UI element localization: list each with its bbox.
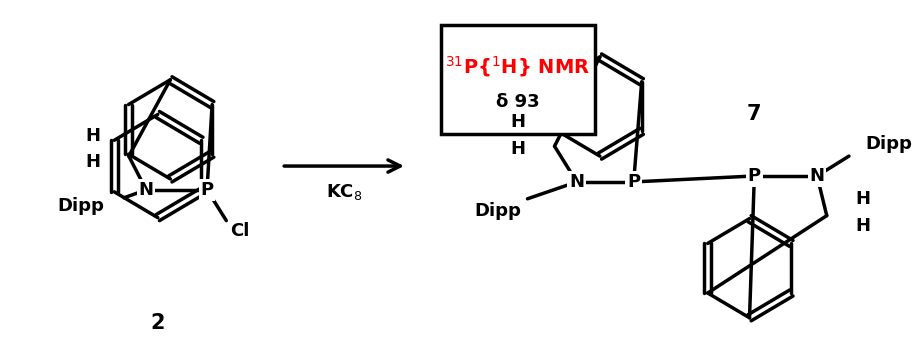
- Text: P: P: [627, 173, 640, 191]
- Text: KC$_8$: KC$_8$: [326, 182, 363, 202]
- Text: 2: 2: [151, 313, 165, 333]
- Text: Cl: Cl: [230, 222, 250, 239]
- Text: H: H: [510, 114, 525, 131]
- Text: Dipp: Dipp: [475, 202, 521, 220]
- Text: δ 93: δ 93: [496, 93, 540, 110]
- Text: N: N: [810, 167, 824, 185]
- Text: $^{31}$P{$^{1}$H} NMR: $^{31}$P{$^{1}$H} NMR: [445, 54, 590, 79]
- Text: P: P: [200, 181, 214, 199]
- Text: H: H: [85, 153, 101, 171]
- Text: P: P: [748, 167, 761, 185]
- Text: Dipp: Dipp: [58, 197, 105, 215]
- Text: H: H: [85, 153, 101, 171]
- Text: P: P: [627, 173, 640, 191]
- Text: H: H: [855, 190, 870, 208]
- Text: P: P: [748, 167, 761, 185]
- Text: H: H: [85, 127, 101, 145]
- Text: H: H: [510, 114, 525, 131]
- Text: 7: 7: [747, 105, 762, 125]
- Text: H: H: [855, 217, 870, 235]
- Text: Dipp: Dipp: [58, 197, 105, 215]
- Text: H: H: [510, 140, 525, 158]
- Text: H: H: [85, 127, 101, 145]
- Text: N: N: [139, 181, 153, 199]
- Text: H: H: [510, 140, 525, 158]
- Text: H: H: [855, 217, 870, 235]
- Text: Dipp: Dipp: [475, 202, 521, 220]
- Text: Dipp: Dipp: [866, 135, 912, 153]
- Text: P: P: [200, 181, 214, 199]
- Bar: [441, 25, 595, 134]
- Text: N: N: [569, 173, 584, 191]
- Text: H: H: [855, 190, 870, 208]
- Text: Dipp: Dipp: [866, 135, 912, 153]
- Text: N: N: [810, 167, 824, 185]
- Text: N: N: [569, 173, 584, 191]
- Text: N: N: [139, 181, 153, 199]
- Text: Cl: Cl: [230, 222, 250, 239]
